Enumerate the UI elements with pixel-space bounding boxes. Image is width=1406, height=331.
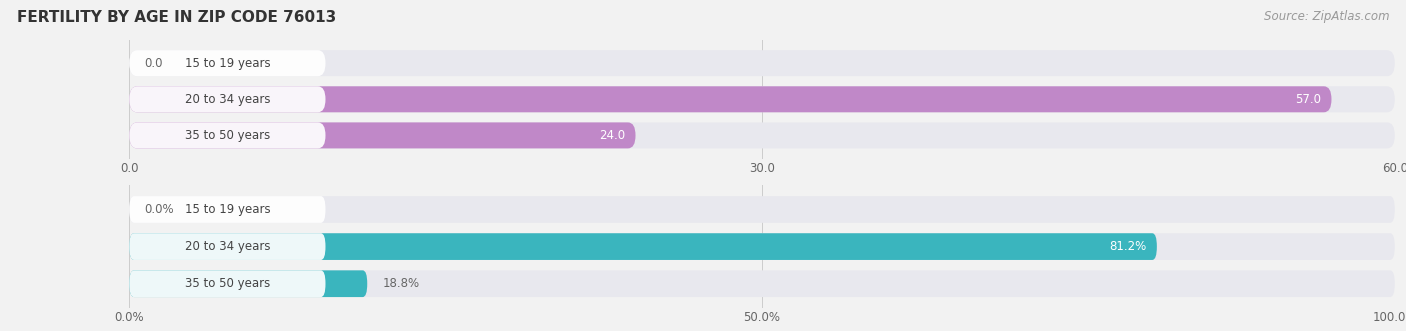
Text: 20 to 34 years: 20 to 34 years xyxy=(184,240,270,253)
Text: 35 to 50 years: 35 to 50 years xyxy=(184,129,270,142)
FancyBboxPatch shape xyxy=(129,50,1395,76)
Text: 24.0: 24.0 xyxy=(599,129,626,142)
FancyBboxPatch shape xyxy=(129,86,1331,112)
FancyBboxPatch shape xyxy=(129,270,1395,297)
FancyBboxPatch shape xyxy=(129,50,325,76)
FancyBboxPatch shape xyxy=(129,270,325,297)
Text: 15 to 19 years: 15 to 19 years xyxy=(184,57,270,70)
Text: 0.0%: 0.0% xyxy=(145,203,174,216)
FancyBboxPatch shape xyxy=(129,86,1395,112)
Text: 20 to 34 years: 20 to 34 years xyxy=(184,93,270,106)
Text: Source: ZipAtlas.com: Source: ZipAtlas.com xyxy=(1264,10,1389,23)
FancyBboxPatch shape xyxy=(129,233,325,260)
FancyBboxPatch shape xyxy=(129,270,367,297)
Text: 81.2%: 81.2% xyxy=(1109,240,1147,253)
Text: FERTILITY BY AGE IN ZIP CODE 76013: FERTILITY BY AGE IN ZIP CODE 76013 xyxy=(17,10,336,25)
FancyBboxPatch shape xyxy=(129,122,636,148)
Text: 57.0: 57.0 xyxy=(1295,93,1322,106)
Text: 15 to 19 years: 15 to 19 years xyxy=(184,203,270,216)
FancyBboxPatch shape xyxy=(129,122,1395,148)
Text: 35 to 50 years: 35 to 50 years xyxy=(184,277,270,290)
FancyBboxPatch shape xyxy=(129,86,325,112)
FancyBboxPatch shape xyxy=(129,122,325,148)
Text: 18.8%: 18.8% xyxy=(382,277,419,290)
FancyBboxPatch shape xyxy=(129,196,1395,223)
Text: 0.0: 0.0 xyxy=(145,57,163,70)
FancyBboxPatch shape xyxy=(129,233,1395,260)
FancyBboxPatch shape xyxy=(129,196,325,223)
FancyBboxPatch shape xyxy=(129,233,1157,260)
